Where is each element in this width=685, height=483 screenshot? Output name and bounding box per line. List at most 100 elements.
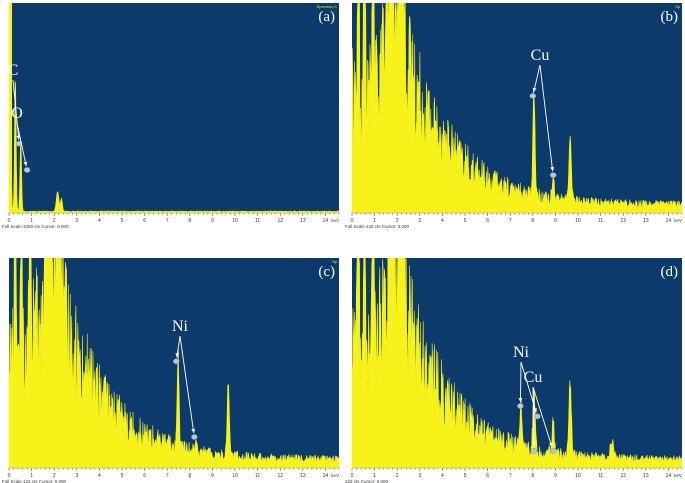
annotation-arrowhead [191,428,196,434]
element-label: Ni [513,344,530,361]
status-text: 122 cts Cursor: 0.000 [345,479,389,483]
peak-marker [549,172,557,178]
x-tick-label: 2 [396,473,399,479]
element-label: O [11,105,23,122]
x-tick-label: 10 [575,218,581,224]
x-unit: keV [331,218,339,223]
x-tick-label: 4 [441,473,444,479]
x-tick-label: 5 [121,218,124,224]
x-tick-label: 13 [643,473,649,479]
x-tick-label: 9 [554,218,557,224]
annotation-arrow [179,335,195,434]
element-label: C [8,62,19,79]
spectrum-name: Spectrum 1 [317,4,338,9]
annotation-arrowhead [175,353,180,358]
x-tick-label: 7 [509,473,512,479]
x-tick-label: 7 [166,218,169,224]
x-unit: keV [674,473,682,478]
status-text: Full Scale 1000 cts Cursor: 0.000 [2,224,69,228]
x-tick-label: 13 [643,218,649,224]
annotation-arrowhead [16,135,21,140]
x-tick-label: 14 [323,473,329,479]
spectrum-series [351,257,683,469]
x-tick-label: 3 [75,473,78,479]
peak-marker [517,403,524,409]
peak-marker [173,358,180,365]
peak-marker [549,447,557,454]
x-unit: keV [331,473,339,478]
peak-marker [534,413,541,420]
annotation-arrowhead [550,166,555,172]
annotation-arrow [16,122,27,167]
annotation-arrow [532,386,553,448]
annotation-arrow [532,386,535,447]
x-tick-label: 11 [598,218,603,224]
annotation-arrowhead [532,87,537,93]
x-tick-label: 4 [441,218,444,224]
spectrum-panel-c: 0 1 2 3 4 5 6 7 8 9 10 11 12 13 14 keV Full Scale 122 ct… [0,255,342,483]
x-tick-label: 13 [300,473,306,479]
x-tick-label: 10 [232,218,238,224]
x-tick-label: 10 [232,473,238,479]
x-tick-label: 14 [323,218,329,224]
spectrum-panel-a: 0 1 2 3 4 5 6 7 8 9 10 11 12 13 14 keV Full Scale 1000 c… [0,0,342,228]
x-tick-label: 8 [531,473,534,479]
x-tick-label: 8 [531,218,534,224]
x-tick-label: 2 [53,218,56,224]
peak-marker [23,167,31,173]
x-tick-label: 1 [30,218,33,224]
spectrum-name: Sp [332,259,338,264]
x-tick-label: 11 [255,218,260,224]
x-tick-label: 7 [509,218,512,224]
annotation-arrow [533,64,541,93]
spectrum-panel-d: 0 1 2 3 4 5 6 7 8 9 10 11 12 13 14 keV 122 cts Cursor: 0… [343,255,685,483]
x-tick-label: 4 [98,218,101,224]
x-tick-label: 5 [464,473,467,479]
x-tick-label: 6 [143,218,146,224]
x-tick-label: 0 [351,473,354,479]
annotation-arrow [12,79,20,140]
panel-label: (c) [318,264,335,280]
spectrum-series [8,7,340,214]
x-tick-label: 9 [554,473,557,479]
x-tick-label: 1 [30,473,33,479]
plot-area [9,3,339,213]
x-tick-label: 6 [143,473,146,479]
annotation-arrowhead [531,442,536,447]
x-tick-label: 6 [486,473,489,479]
x-tick-label: 7 [166,473,169,479]
x-tick-label: 4 [98,473,101,479]
x-tick-label: 8 [188,473,191,479]
x-tick-label: 12 [620,473,626,479]
x-tick-label: 0 [8,473,11,479]
annotation-arrowhead [23,161,28,167]
x-tick-label: 11 [255,473,260,479]
x-tick-label: 3 [418,218,421,224]
x-tick-label: 14 [666,218,672,224]
panel-label: (b) [661,9,679,25]
panel-label: (a) [318,9,335,25]
x-tick-label: 0 [8,218,11,224]
x-tick-label: 3 [418,473,421,479]
x-tick-label: 10 [575,473,581,479]
element-label: Cu [524,369,543,386]
x-tick-label: 3 [75,218,78,224]
spectrum-panel-b: 0 1 2 3 4 5 6 7 8 9 10 11 12 13 14 keV Full Scale 122 ct… [343,0,685,228]
x-tick-label: 12 [277,218,283,224]
element-label: Ni [172,318,189,335]
x-tick-label: 1 [373,218,376,224]
x-tick-label: 13 [300,218,306,224]
x-tick-label: 14 [666,473,672,479]
peak-marker [530,447,538,454]
peak-marker [529,93,537,99]
x-tick-label: 1 [373,473,376,479]
x-tick-label: 5 [121,473,124,479]
panel-label: (d) [661,264,679,280]
annotation-arrowhead [533,408,537,413]
x-tick-label: 8 [188,218,191,224]
annotation-arrowhead [548,442,553,447]
x-tick-label: 12 [277,473,283,479]
